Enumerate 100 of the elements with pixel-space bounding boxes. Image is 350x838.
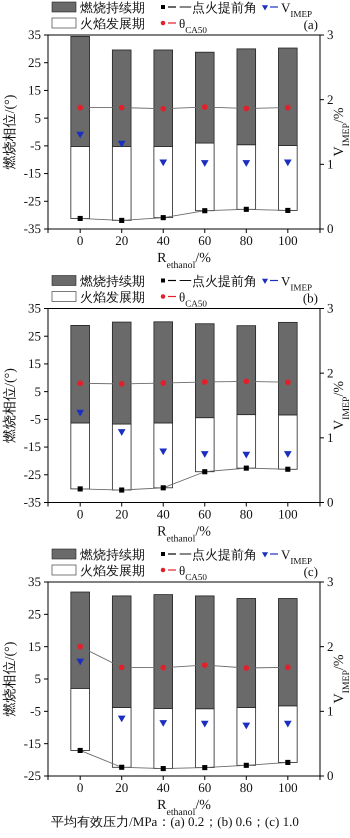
point — [284, 720, 292, 728]
y-tick-label: 5 — [34, 384, 41, 399]
x-tick-label: 0 — [76, 233, 84, 248]
point — [118, 104, 125, 110]
legend-label: θ$_{CA50}$ — [179, 290, 208, 308]
y2-tick-label: 3 — [327, 27, 334, 42]
y-axis-title: 燃烧相位/(°) — [2, 641, 18, 716]
y-tick-label: -5 — [30, 703, 41, 718]
y-tick-label: 35 — [28, 300, 41, 316]
point — [243, 106, 250, 112]
point — [242, 160, 250, 167]
point — [160, 766, 166, 772]
x-tick-label: 80 — [240, 780, 253, 796]
point — [200, 160, 209, 167]
legend-label: 燃烧持续期 — [80, 547, 145, 562]
y-tick-label: -25 — [24, 193, 41, 208]
y-tick-label: 25 — [28, 328, 41, 344]
point — [118, 381, 125, 387]
text: (b) — [302, 290, 318, 306]
point — [202, 662, 208, 668]
point — [78, 216, 83, 222]
point — [76, 132, 84, 138]
x-tick-label: 100 — [278, 506, 298, 522]
x-tick-label: 80 — [240, 506, 253, 522]
point — [118, 429, 126, 436]
x-axis-title: R$_{ethanol}$/% — [157, 524, 212, 544]
x-tick-label: 100 — [278, 233, 298, 248]
legend-label: 一点火提前角 — [179, 274, 257, 288]
point — [202, 208, 208, 214]
y-tick-label: -35 — [24, 221, 41, 236]
point — [78, 748, 83, 754]
legend-label: 火焰发展期 — [80, 16, 145, 31]
y-tick-label: 5 — [34, 671, 41, 686]
legend-label: 火焰发展期 — [80, 290, 145, 304]
y-tick-label: -25 — [24, 466, 41, 482]
point — [118, 664, 125, 670]
point — [202, 469, 208, 474]
text: (a) — [304, 17, 318, 32]
point — [160, 106, 166, 112]
y2-tick-label: 2 — [327, 638, 334, 654]
y2-tick-label: 3 — [327, 574, 334, 590]
point — [200, 720, 209, 728]
x-tick-label: 0 — [76, 780, 84, 796]
y-axis-title: 燃烧相位/(°) — [2, 94, 18, 170]
point — [118, 140, 126, 148]
point — [284, 379, 291, 386]
y-tick-label: -15 — [24, 166, 41, 181]
y-tick-label: -15 — [24, 439, 41, 454]
legend-label: 火焰发展期 — [80, 563, 145, 578]
y2-tick-label: 3 — [327, 300, 334, 316]
point — [119, 487, 124, 493]
point — [77, 644, 84, 650]
point — [284, 451, 292, 458]
x-tick-label: 100 — [278, 780, 298, 796]
point — [244, 466, 249, 471]
y2-tick-label: 0 — [327, 221, 334, 236]
point — [285, 760, 290, 765]
point — [159, 160, 168, 166]
x-axis-title: R$_{ethanol}$/% — [157, 251, 212, 270]
y2-tick-label: 1 — [327, 156, 334, 172]
legend-label: 燃烧持续期 — [80, 0, 145, 15]
y2-tick-label: 2 — [327, 92, 334, 107]
y2-tick-label: 1 — [327, 430, 334, 445]
y-axis-title: 燃烧相位/(°) — [2, 368, 18, 443]
point — [202, 104, 208, 110]
y-tick-label: 5 — [34, 110, 41, 126]
point — [78, 486, 83, 492]
legend-label: θ$_{CA50}$ — [179, 563, 208, 582]
y-tick-label: -25 — [24, 768, 41, 784]
legend-label: 一点火提前角 — [179, 547, 257, 562]
y2-tick-label: 1 — [327, 703, 334, 718]
point — [77, 104, 84, 110]
y2-tick-label: 0 — [327, 768, 334, 784]
point — [160, 664, 166, 671]
point — [244, 762, 249, 768]
point — [243, 378, 250, 384]
point — [243, 665, 250, 671]
point — [76, 658, 84, 666]
y-tick-label: -5 — [30, 138, 41, 154]
y-tick-label: 35 — [28, 27, 41, 42]
x-tick-label: 80 — [240, 233, 253, 248]
y2-tick-label: 2 — [327, 365, 334, 380]
point — [159, 448, 168, 456]
point — [160, 215, 166, 220]
point — [202, 379, 208, 385]
point — [76, 410, 84, 416]
point — [160, 380, 166, 386]
y-tick-label: 35 — [28, 574, 41, 590]
legend-label: V$_{IMEP}$ — [281, 0, 312, 19]
x-tick-label: 40 — [156, 233, 170, 248]
x-tick-label: 20 — [115, 506, 128, 522]
point — [284, 104, 291, 110]
text: (c) — [304, 564, 318, 579]
y-tick-label: -35 — [24, 494, 41, 510]
y-tick-label: 15 — [28, 356, 41, 372]
x-tick-label: 20 — [115, 233, 128, 248]
legend-label: V$_{IMEP}$ — [281, 274, 312, 292]
x-tick-label: 20 — [115, 780, 128, 796]
point — [242, 452, 250, 458]
point — [285, 466, 290, 472]
